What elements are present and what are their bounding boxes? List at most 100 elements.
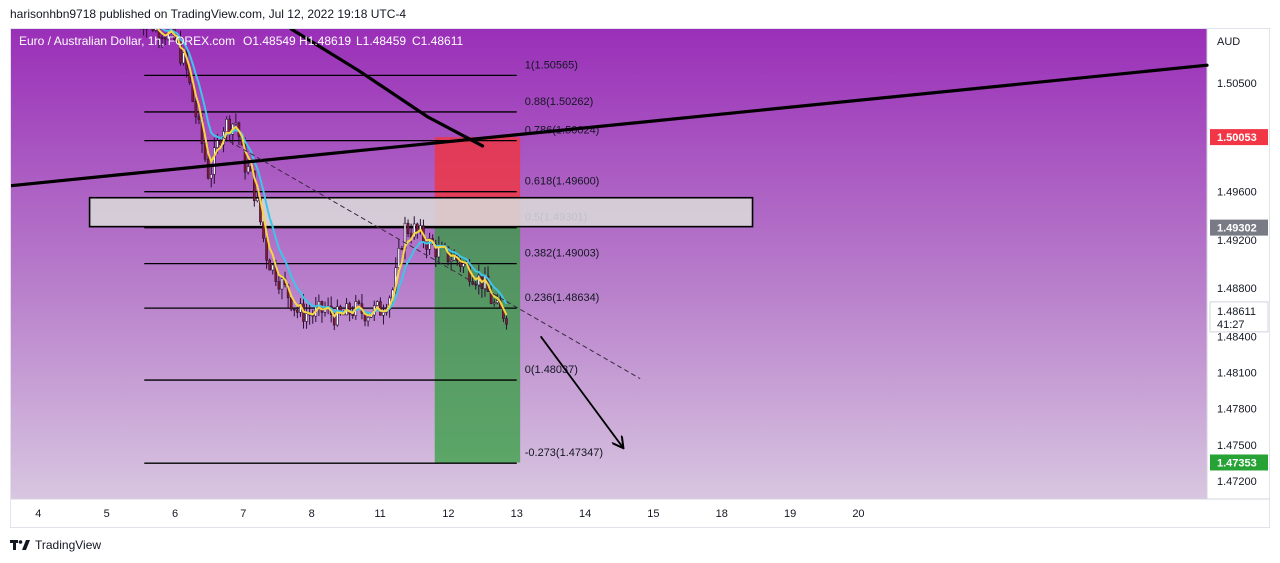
candle-body [415,223,419,232]
price-axis-group: 1.50500 1.49600 1.49200 1.48800 1.48400 1.481… [1209,78,1269,488]
price-tag-label: 1.49302 [1217,223,1257,235]
price-tick-label: 1.48800 [1217,283,1257,295]
price-tick-label: 1.48100 [1217,367,1257,379]
price-tag-label: 1.50053 [1217,132,1257,144]
price-tick-label: 1.49200 [1217,235,1257,247]
candle-body [271,264,275,271]
time-tick-label: 20 [852,508,864,520]
candle-body [474,283,478,286]
candle-body [292,308,296,311]
candle-body [434,243,438,258]
projection-arrow [539,335,623,447]
candle-body [253,170,256,202]
trendline-ascending-resistance [11,63,1209,188]
candle-body [209,174,213,179]
candle-body [449,259,453,262]
legend-open: O1.48549 [243,34,296,48]
chart-canvas[interactable]: 1(1.50565)0.88(1.50262)0.786(1.50024)0.6… [11,29,1269,527]
ema-group [157,29,508,319]
candle-body [379,301,382,316]
candle-body [406,222,410,234]
candle-body [366,317,370,322]
footer-brand[interactable]: TradingView [10,538,101,552]
time-tick-label: 11 [374,508,385,520]
candle-body [351,313,355,316]
time-axis-background [11,499,1269,527]
candle-body [400,247,404,250]
candle-body [182,52,185,64]
time-axis-group: 4 5 6 7 8 11 12 13 14 15 18 19 20 [35,508,864,520]
candle-body [296,309,299,313]
candle-body [289,297,293,310]
time-tick-label: 19 [784,508,796,520]
support-resistance-zone [88,196,754,228]
candle-body [428,238,431,250]
time-tick-label: 7 [240,508,246,520]
price-tick-label: 1.47200 [1217,476,1257,488]
tradingview-logo-icon [10,540,30,550]
fib-level-label: -0.273(1.47347) [525,447,603,459]
price-axis-background [1207,29,1269,499]
ema-fast-line [157,29,508,319]
candle-body [348,303,351,315]
candle-body [412,223,416,238]
time-tick-label: 6 [172,508,178,520]
candle-body [268,259,271,271]
time-tick-label: 4 [35,508,41,520]
publish-header: harisonhbn9718 published on TradingView.… [10,7,407,21]
candle-body [305,313,308,322]
fib-level-label: 0(1.48037) [525,364,578,376]
chart-frame[interactable]: 1(1.50565) 0.88(1.50262) 0.786(1.50024) 0.6… [10,28,1270,528]
price-tick-label: 1.48400 [1217,331,1257,343]
candle-body [505,318,508,325]
candle-body [336,306,339,326]
candle-body [495,300,499,304]
candle-body [492,302,496,305]
time-tick-label: 15 [647,508,659,520]
candle-body [262,221,265,239]
candle-body [197,116,201,120]
time-tick-label: 13 [511,508,523,520]
fib-level-label: 0.382(1.49003) [525,248,600,260]
price-tick-label: 1.47500 [1217,440,1257,452]
price-tag-label: 1.47353 [1217,457,1257,469]
candle-body [462,263,465,267]
time-tick-label: 12 [442,508,454,520]
time-tick-label: 8 [309,508,315,520]
currency-label: AUD [1217,36,1240,48]
candle-body [280,278,284,290]
legend-group: Euro / Australian Dollar, 1h, FOREX.com … [19,34,1240,48]
candle-body [409,233,413,238]
price-tick-label: 1.47800 [1217,404,1257,416]
fib-level-label: 0.236(1.48634) [525,292,600,304]
candle-body [163,37,167,40]
candle-body [194,101,198,118]
candle-body [216,140,219,148]
price-tag-red [1210,129,1268,146]
take-profit-zone [434,227,521,463]
candle-body [382,312,385,316]
position-group [434,137,521,463]
price-tag-gray [1210,219,1268,236]
time-tick-label: 5 [104,508,110,520]
fib-level-label: 0.618(1.49600) [525,176,600,188]
price-tag-green [1210,454,1268,471]
candle-body [246,166,250,173]
current-price-value: 1.48611 [1217,306,1256,318]
candle-body [277,281,281,290]
trendlines-group [11,29,1209,379]
candle-body [203,143,207,160]
legend-high: H1.48619 [299,34,351,48]
candle-body [160,37,164,39]
legend-symbol: Euro / Australian Dollar, 1h, FOREX.com [19,34,235,48]
candle-body [376,301,379,306]
fib-level-label: 0.88(1.50262) [525,96,594,108]
candle-countdown: 41:27 [1217,319,1245,331]
footer-brand-text: TradingView [35,538,102,552]
candle-body [425,241,428,250]
candle-body [397,247,401,268]
price-tick-label: 1.50500 [1217,78,1257,90]
candle-body [357,301,361,305]
legend-close: C1.48611 [412,34,463,48]
projection-arrow-group [539,335,623,447]
